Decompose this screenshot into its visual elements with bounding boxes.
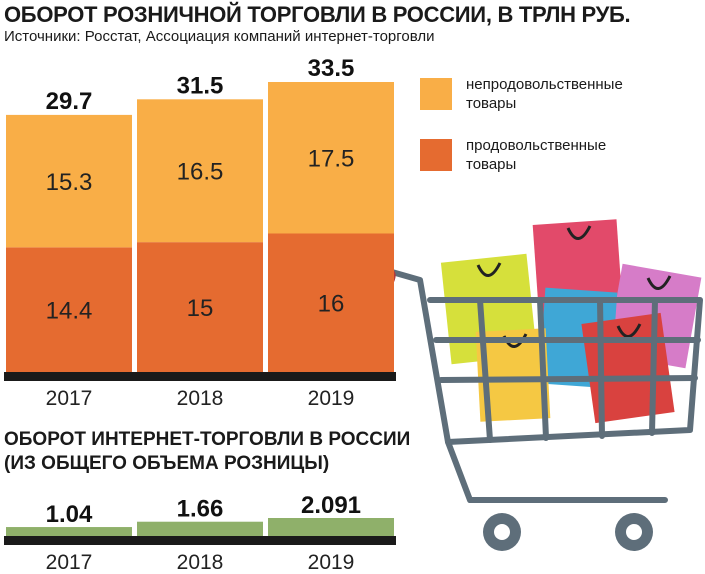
chart-title: ОБОРОТ РОЗНИЧНОЙ ТОРГОВЛИ В РОССИИ, В ТР…: [4, 2, 631, 27]
internet-x-tick-label-2017: 2017: [46, 551, 93, 574]
internet-x-tick-label-2019: 2019: [308, 551, 355, 574]
total-label-2018: 31.5: [177, 72, 224, 99]
x-tick-label-2019: 2019: [308, 387, 355, 410]
cart-frame: [389, 269, 703, 503]
bar-nonfood-2017: [6, 114, 132, 248]
legend-label-nonfood-line2: товары: [466, 95, 517, 112]
value-label-nonfood-2018: 16.5: [177, 159, 224, 186]
source-note: Источники: Росстат, Ассоциация компаний …: [4, 28, 435, 45]
internet-x-tick-label-2018: 2018: [177, 551, 224, 574]
bag-handle: [476, 262, 502, 277]
bar-nonfood-2018: [137, 99, 263, 243]
legend-swatch-food: [420, 139, 452, 171]
value-label-food-2017: 14.4: [46, 298, 93, 325]
internet-bar-2019: [268, 518, 394, 536]
bag-handle: [566, 225, 592, 240]
internet-chart-title: ОБОРОТ ИНТЕРНЕТ-ТОРГОВЛИ В РОССИИ (ИЗ ОБ…: [4, 428, 410, 476]
legend-label-nonfood-line1: непродовольственные: [466, 76, 623, 93]
bag-handle: [646, 275, 672, 290]
value-label-food-2019: 16: [318, 291, 345, 318]
internet-value-label-2018: 1.66: [177, 496, 224, 523]
legend-swatch-nonfood: [420, 78, 452, 110]
internet-chart-title-line2: (ИЗ ОБЩЕГО ОБЪЕМА РОЗНИЦЫ): [4, 453, 330, 474]
total-label-2017: 29.7: [46, 88, 93, 115]
bar-food-2017: [6, 247, 132, 372]
bar-food-2019: [268, 233, 394, 372]
internet-chart-title-line1: ОБОРОТ ИНТЕРНЕТ-ТОРГОВЛИ В РОССИИ: [4, 429, 411, 450]
legend-label-food: продовольственные товары: [466, 136, 676, 174]
internet-bar-2017: [6, 527, 132, 536]
legend-label-food-line2: товары: [466, 156, 517, 173]
bag-handle: [616, 323, 642, 338]
value-label-nonfood-2017: 15.3: [46, 169, 93, 196]
bar-nonfood-2019: [268, 82, 394, 234]
x-tick-label-2017: 2017: [46, 387, 93, 410]
value-label-food-2018: 15: [187, 295, 214, 322]
internet-x-axis-baseline: [4, 536, 396, 545]
x-tick-label-2018: 2018: [177, 387, 224, 410]
internet-bar-2018: [137, 521, 263, 536]
bag-yellow: [475, 328, 551, 422]
internet-value-label-2019: 2.091: [301, 492, 361, 519]
internet-value-label-2017: 1.04: [46, 501, 93, 528]
cart-wheels: [483, 513, 653, 551]
total-label-2019: 33.5: [308, 55, 355, 82]
x-axis-baseline: [4, 372, 396, 381]
value-label-nonfood-2019: 17.5: [308, 146, 355, 173]
legend-label-food-line1: продовольственные: [466, 137, 607, 154]
bar-food-2018: [137, 242, 263, 372]
legend-label-nonfood: непродовольственные товары: [466, 75, 676, 113]
